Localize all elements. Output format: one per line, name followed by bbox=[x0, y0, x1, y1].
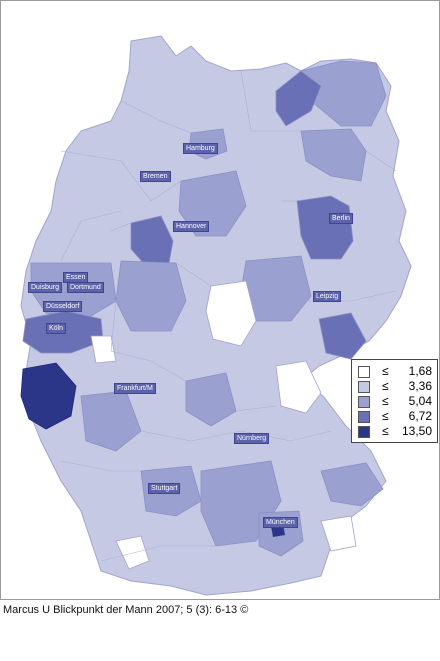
legend-symbol: ≤ bbox=[382, 379, 389, 393]
legend-symbol: ≤ bbox=[382, 409, 389, 423]
region-bavaria-east bbox=[320, 462, 384, 507]
city-label-muenchen: München bbox=[263, 517, 298, 528]
choropleth-map: Hamburg Bremen Hannover Berlin Essen Dui… bbox=[0, 0, 440, 600]
district-boundaries bbox=[60, 70, 397, 562]
city-label-leipzig: Leipzig bbox=[313, 291, 342, 302]
region-oberpfalz-white bbox=[275, 360, 322, 414]
legend-value: 6,72 bbox=[408, 409, 432, 423]
city-label-hamburg: Hamburg bbox=[183, 143, 218, 154]
city-label-berlin: Berlin bbox=[329, 213, 353, 224]
city-label-hannover: Hannover bbox=[173, 221, 210, 232]
legend-swatch bbox=[358, 411, 370, 423]
city-label-dortmund: Dortmund bbox=[67, 282, 104, 293]
region-bodensee-white bbox=[115, 535, 150, 570]
city-label-nuernberg: Nürnberg bbox=[234, 433, 270, 444]
region-berlin-area bbox=[296, 195, 354, 260]
region-mv-east bbox=[300, 60, 387, 127]
legend-value: 13,50 bbox=[401, 424, 432, 438]
legend-swatch bbox=[358, 381, 370, 393]
legend-value: 1,68 bbox=[408, 364, 432, 378]
legend-swatch bbox=[358, 426, 370, 438]
city-label-bremen: Bremen bbox=[140, 171, 171, 182]
source-citation: Marcus U Blickpunkt der Mann 2007; 5 (3)… bbox=[3, 604, 249, 616]
legend-row: ≤ 1,68 bbox=[358, 364, 436, 378]
legend-symbol: ≤ bbox=[382, 364, 389, 378]
germany-map bbox=[20, 35, 412, 596]
region-niedersachsen-mid bbox=[178, 170, 247, 237]
legend-symbol: ≤ bbox=[382, 394, 389, 408]
legend-swatch bbox=[358, 366, 370, 378]
region-bavaria-white bbox=[320, 515, 357, 552]
region-saarland-west bbox=[20, 362, 77, 430]
region-ruegen bbox=[275, 70, 322, 127]
region-leipzig-east bbox=[318, 312, 367, 360]
city-label-duesseldorf: Düsseldorf bbox=[43, 301, 83, 312]
legend-symbol: ≤ bbox=[382, 424, 389, 438]
city-label-koeln: Köln bbox=[46, 323, 67, 334]
region-unterfranken bbox=[185, 372, 237, 427]
city-label-stuttgart: Stuttgart bbox=[148, 483, 181, 494]
city-label-frankfurt: Frankfurt/M bbox=[114, 383, 156, 394]
legend-row: ≤ 6,72 bbox=[358, 409, 436, 423]
legend-value: 3,36 bbox=[408, 379, 432, 393]
legend-row: ≤ 5,04 bbox=[358, 394, 436, 408]
legend-value: 5,04 bbox=[408, 394, 432, 408]
legend-swatch bbox=[358, 396, 370, 408]
region-hessen-mid bbox=[115, 260, 187, 332]
legend-row: ≤ 3,36 bbox=[358, 379, 436, 393]
map-legend: ≤ 1,68 ≤ 3,36 ≤ 5,04 ≤ 6,72 ≤ 13,50 bbox=[351, 359, 438, 443]
region-thueringen-white bbox=[205, 280, 257, 347]
region-brandenburg bbox=[300, 128, 367, 182]
region-west-white bbox=[90, 335, 117, 364]
city-label-duisburg: Duisburg bbox=[28, 282, 63, 293]
legend-row: ≤ 13,50 bbox=[358, 424, 436, 438]
